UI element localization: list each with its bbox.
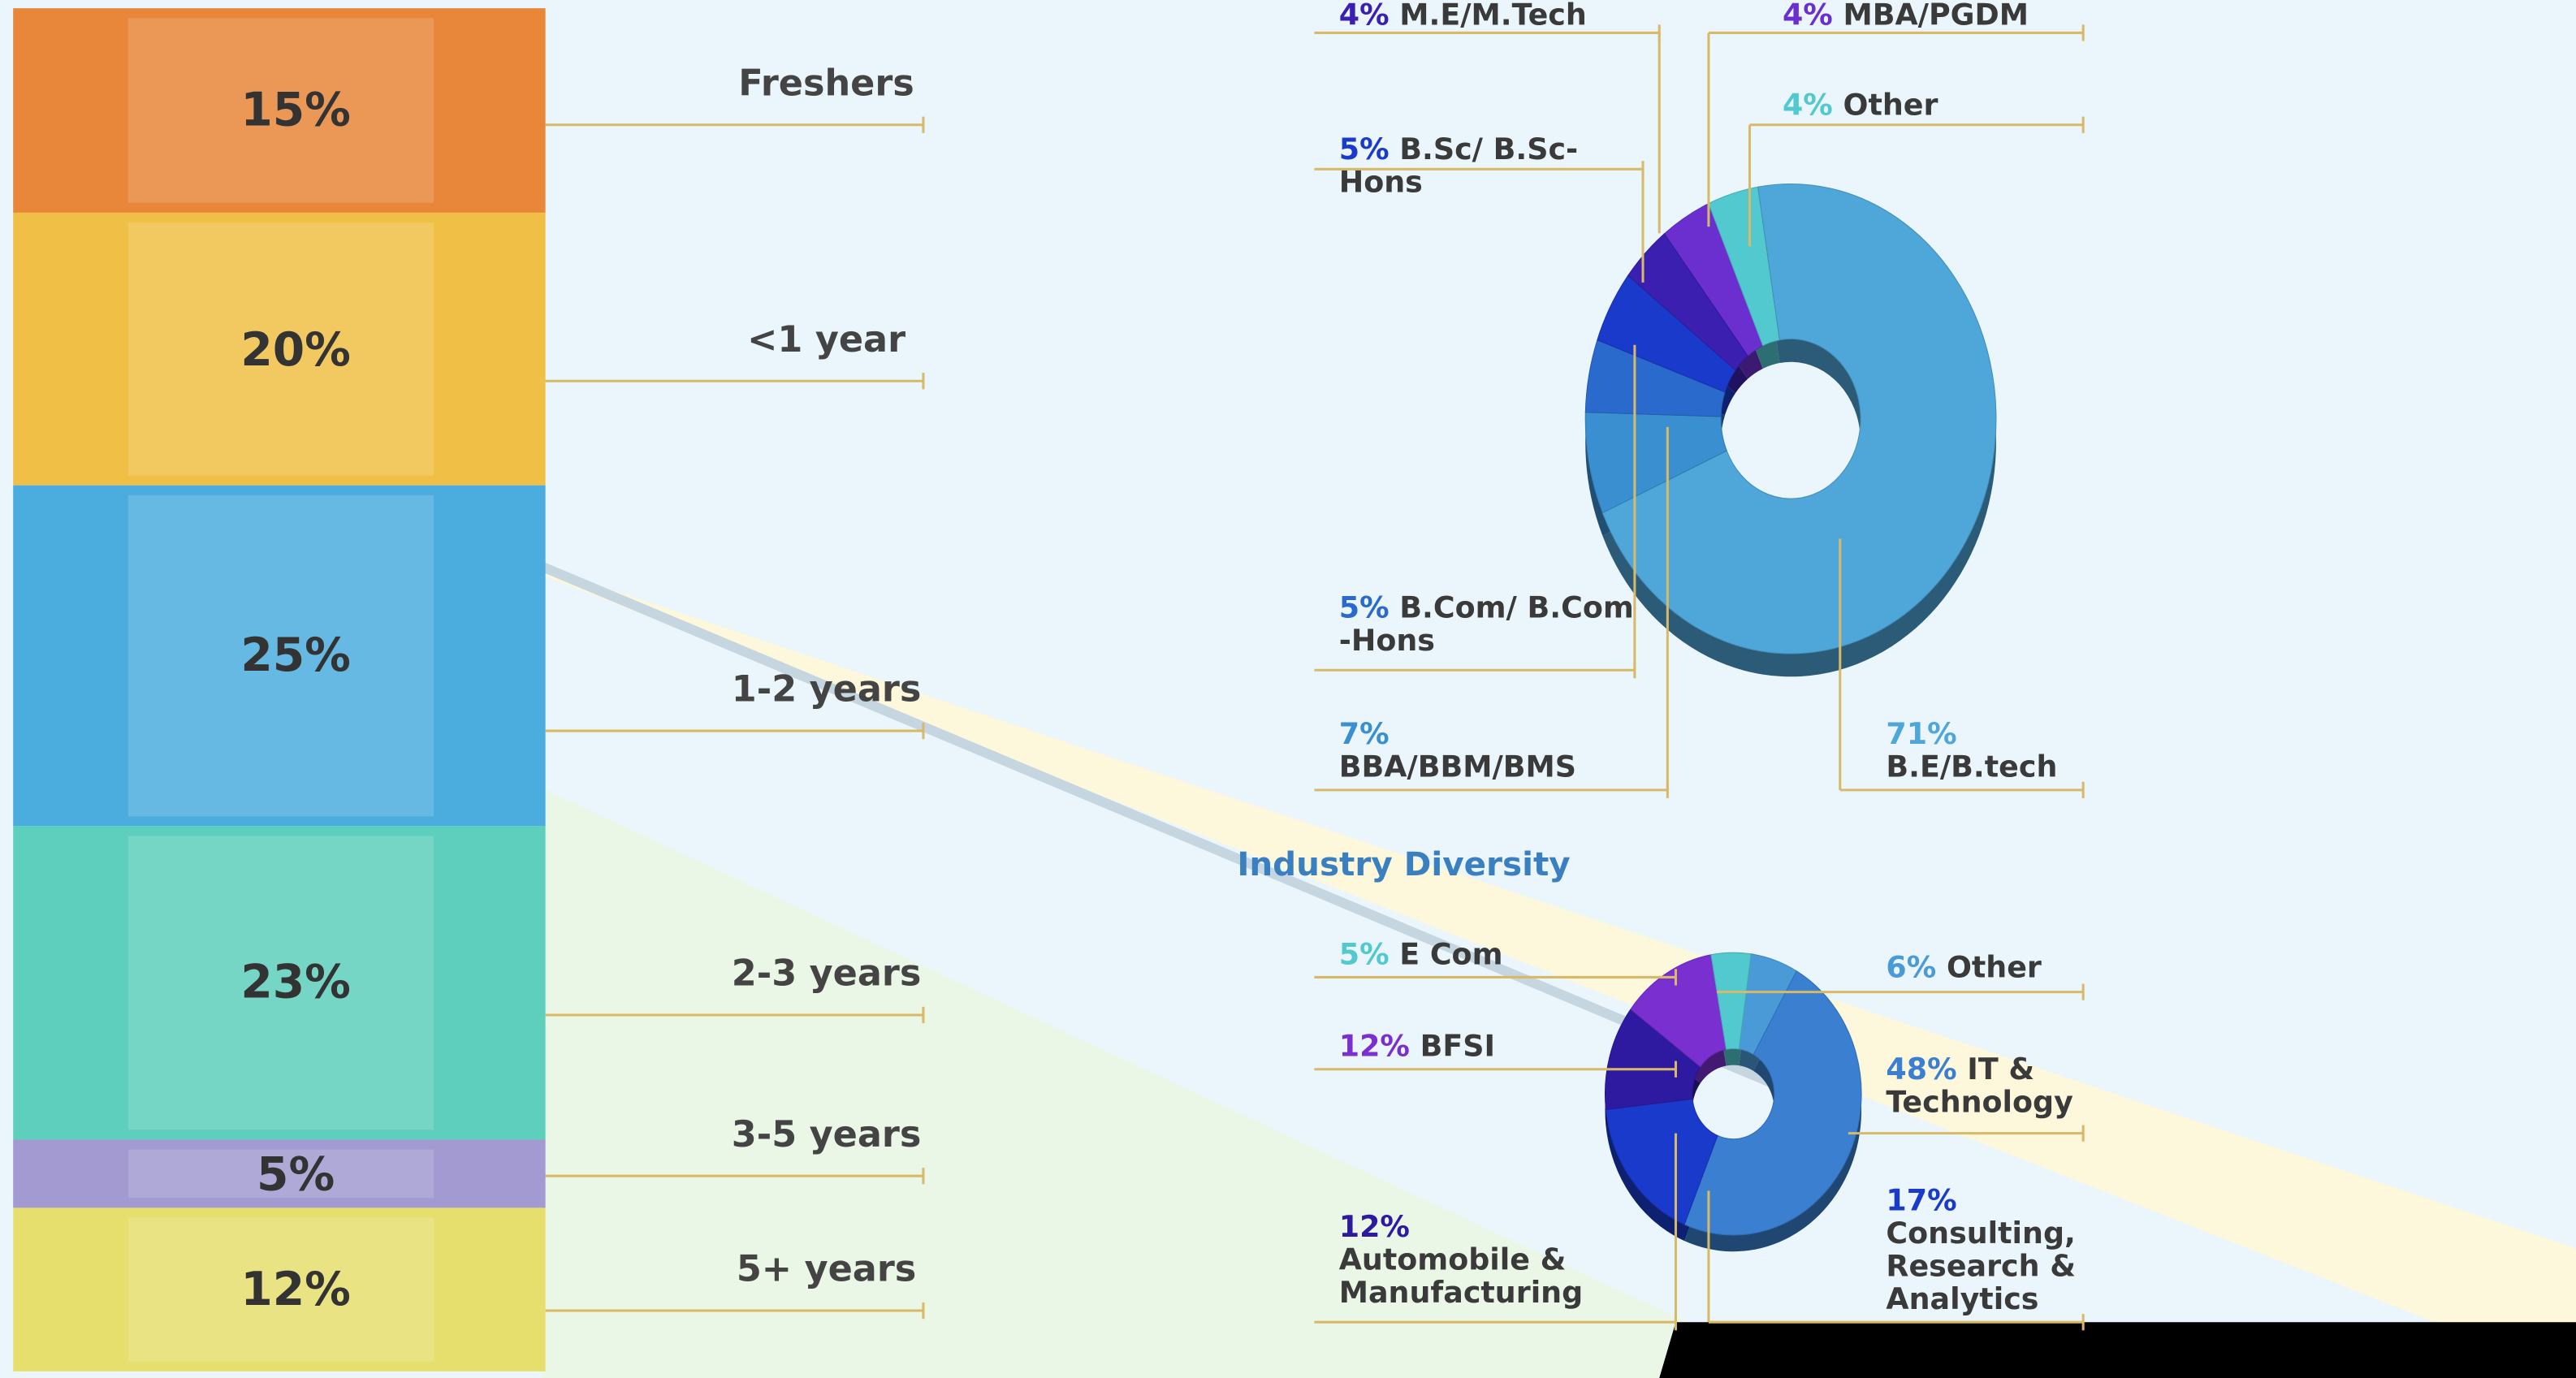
slice-percent: 12% [1339,1212,1602,1245]
infographic: Industry Diversity 15% Freshers 20% <1 year… [0,0,2576,1378]
category-label: 2-3 years [728,951,925,999]
segment-label: 25% [132,629,460,683]
slice-percent: 4% [1783,89,1833,123]
slice-name: BFSI [1420,1030,1495,1064]
category-label: 5+ years [728,1246,925,1294]
slice-label: 12% BFSI [1339,1031,1635,1064]
slice-name: M.E/M.Tech [1399,0,1587,32]
watermark-box [1659,1322,2576,1378]
slice-percent: 4% [1783,0,1833,32]
category-label: <1 year [728,317,925,365]
chart-title: Industry Diversity [1237,845,1570,884]
slice-percent: 12% [1339,1030,1410,1064]
slice-label: 4% M.E/M.Tech [1339,0,1668,32]
slice-percent: 48% [1886,1052,1956,1086]
slice-name: Other [1947,951,2042,985]
slice-label: 5% B.Sc/ B.Sc-Hons [1339,135,1651,201]
slice-name: BBA/BBM/BMS [1339,750,1576,784]
slice-percent: 4% [1339,0,1390,32]
slice-percent: 5% [1339,133,1390,167]
slice-percent: 17% [1886,1186,2083,1218]
segment-label: 12% [132,1263,460,1317]
slice-label: 48% IT & Technology [1886,1055,2083,1121]
segment-label: 23% [132,956,460,1010]
slice-name: E Com [1399,938,1502,972]
slice-label: 5% E Com [1339,940,1635,972]
slice-percent: 5% [1339,938,1390,972]
slice-percent: 6% [1886,951,1936,985]
slice-label: 71%B.E/B.tech [1886,719,2099,785]
segment-label: 20% [132,322,460,376]
slice-name: B.E/B.tech [1886,750,2057,784]
segment-label: 5% [132,1147,460,1201]
slice-label: 4% Other [1783,90,2111,123]
category-label: 3-5 years [728,1112,925,1160]
slice-label: 4% MBA/PGDM [1783,0,2111,32]
slice-percent: 5% [1339,591,1390,625]
slice-label: 6% Other [1886,953,2099,985]
slice-name: Other [1843,89,1938,123]
slice-name: Consulting, Research & Analytics [1886,1217,2076,1317]
segment-label: 15% [132,84,460,138]
slice-label: 7%BBA/BBM/BMS [1339,719,1635,785]
category-label: 1-2 years [728,667,925,715]
slice-label: 17%Consulting, Research & Analytics [1886,1186,2083,1317]
slice-label: 5% B.Com/ B.Com -Hons [1339,593,1635,659]
slice-percent: 71% [1886,719,2099,752]
slice-percent: 7% [1339,719,1635,752]
slice-name: MBA/PGDM [1843,0,2029,32]
slice-label: 12%Automobile & Manufacturing [1339,1212,1602,1311]
slice-name: Automobile & Manufacturing [1339,1243,1583,1311]
category-label: Freshers [728,61,925,109]
